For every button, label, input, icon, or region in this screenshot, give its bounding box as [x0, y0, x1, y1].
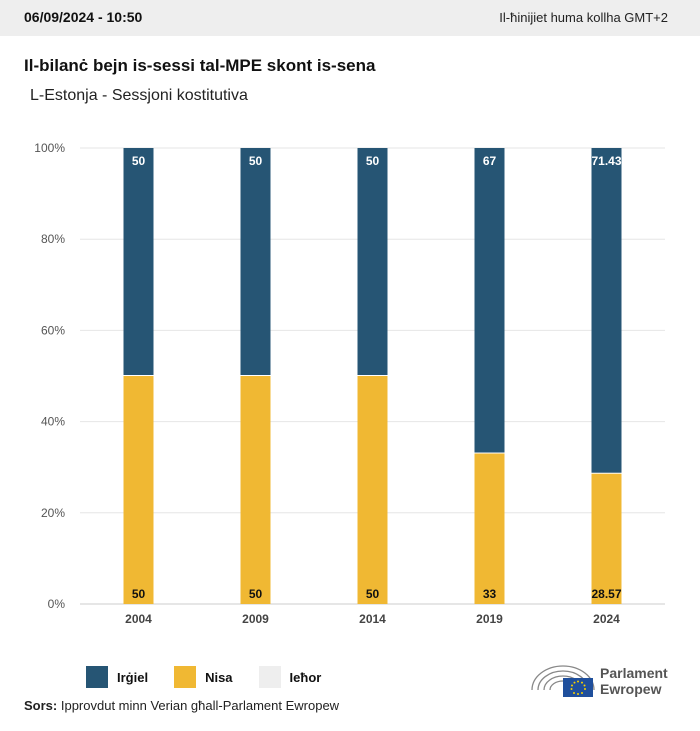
chart-subtitle: L-Estonja - Sessjoni kostitutiva [30, 87, 248, 104]
x-tick-label: 2019 [476, 612, 503, 626]
data-label-men: 71.43 [591, 154, 621, 168]
data-label-men: 50 [366, 154, 380, 168]
legend-label-men: Irġiel [117, 669, 149, 685]
stacked-bar-chart: 0% 20% 40% 60% 80% 100% 50 50 2004 50 50 2009 50 50 20… [34, 141, 665, 626]
y-tick-label: 80% [41, 232, 65, 246]
data-label-women: 50 [366, 587, 380, 601]
x-tick-label: 2014 [359, 612, 386, 626]
data-label-men: 50 [249, 154, 263, 168]
source-note: Sors: Ipprovdut minn Verian għall-Parlam… [24, 698, 339, 713]
bar-men[interactable] [357, 148, 388, 375]
y-tick-label: 60% [41, 323, 65, 337]
source-text: Ipprovdut minn Verian għall-Parlament Ew… [60, 698, 340, 713]
timezone-note: Il-ħinijiet huma kollha GMT+2 [499, 10, 668, 25]
bar-women[interactable] [591, 473, 622, 604]
legend-item-other[interactable]: Ieħor [258, 666, 322, 688]
data-label-women: 50 [249, 587, 263, 601]
y-tick-label: 40% [41, 415, 65, 429]
datetime: 06/09/2024 - 10:50 [24, 9, 143, 25]
y-tick-label: 20% [41, 506, 65, 520]
y-tick-label: 0% [48, 597, 66, 611]
legend-swatch-women [174, 666, 197, 688]
x-tick-label: 2004 [125, 612, 152, 626]
data-label-women: 28.57 [591, 587, 621, 601]
logo-line2: Ewropew [600, 681, 662, 697]
hemicycle-icon [531, 665, 595, 697]
bar-men[interactable] [591, 148, 622, 473]
legend-swatch-men [86, 666, 108, 688]
legend: Irġiel Nisa Ieħor [86, 666, 347, 688]
x-tick-label: 2009 [242, 612, 269, 626]
source-label: Sors: [24, 698, 58, 713]
bar-women[interactable] [123, 376, 154, 604]
bar-men[interactable] [123, 148, 154, 375]
chart-title: Il-bilanċ bejn is-sessi tal-MPE skont is… [24, 56, 376, 75]
top-bar: 06/09/2024 - 10:50 Il-ħinijiet huma koll… [0, 0, 700, 36]
bar-women[interactable] [474, 453, 505, 604]
legend-label-other: Ieħor [289, 669, 322, 685]
ep-logo: Parlament Ewropew [530, 660, 680, 700]
data-label-men: 67 [483, 154, 497, 168]
logo-line1: Parlament [600, 665, 668, 681]
x-tick-label: 2024 [593, 612, 620, 626]
bar-women[interactable] [357, 376, 388, 604]
bar-men[interactable] [240, 148, 271, 375]
data-label-men: 50 [132, 154, 146, 168]
bar-women[interactable] [240, 376, 271, 604]
y-tick-label: 100% [34, 141, 65, 155]
data-label-women: 50 [132, 587, 146, 601]
bar-men[interactable] [474, 148, 505, 453]
legend-item-men[interactable]: Irġiel [86, 666, 148, 688]
legend-label-women: Nisa [205, 669, 233, 685]
legend-item-women[interactable]: Nisa [174, 666, 233, 688]
legend-swatch-other [258, 666, 281, 688]
data-label-women: 33 [483, 587, 497, 601]
